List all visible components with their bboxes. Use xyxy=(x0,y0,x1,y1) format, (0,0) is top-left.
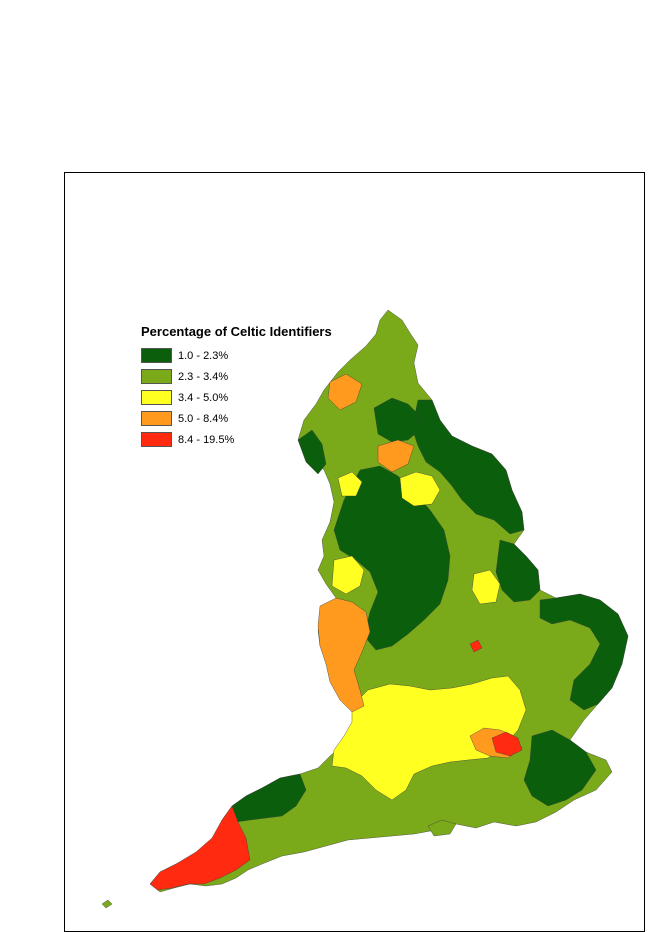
region-lincolnshire-inland xyxy=(471,569,501,605)
legend-items: 1.0 - 2.3% 2.3 - 3.4% 3.4 - 5.0% 5.0 - 8.4%… xyxy=(141,345,371,450)
legend-item: 8.4 - 19.5% xyxy=(141,429,371,450)
legend-item: 5.0 - 8.4% xyxy=(141,408,371,429)
legend-label: 5.0 - 8.4% xyxy=(178,412,229,425)
region-cumbria-coast xyxy=(297,429,327,475)
region-isles-of-scilly xyxy=(101,899,113,909)
region-kent xyxy=(523,729,597,807)
region-northeast-coast xyxy=(411,399,525,535)
legend-label: 2.3 - 3.4% xyxy=(178,370,229,383)
region-isle-of-wight xyxy=(427,819,457,837)
legend-swatch xyxy=(141,411,172,426)
legend-swatch xyxy=(141,432,172,447)
legend-swatch xyxy=(141,369,172,384)
region-london xyxy=(491,731,523,757)
region-welsh-border xyxy=(317,597,371,713)
region-teesside xyxy=(377,439,415,473)
region-cumbria-yellow xyxy=(337,471,363,497)
region-midlands-red xyxy=(469,639,483,653)
region-northumberland xyxy=(373,397,421,443)
legend-label: 3.4 - 5.0% xyxy=(178,391,229,404)
legend-item: 1.0 - 2.3% xyxy=(141,345,371,366)
legend-label: 8.4 - 19.5% xyxy=(178,433,235,446)
region-yorkshire-dales xyxy=(399,471,441,507)
legend-label: 1.0 - 2.3% xyxy=(178,349,229,362)
region-north-cumbria xyxy=(327,373,363,411)
region-cornwall xyxy=(149,805,251,891)
region-lincolnshire xyxy=(495,539,541,603)
region-midlands-south xyxy=(331,675,527,801)
map-legend: Percentage of Celtic Identifiers 1.0 - 2… xyxy=(141,324,371,450)
region-lancashire xyxy=(331,555,365,595)
legend-swatch xyxy=(141,390,172,405)
legend-item: 2.3 - 3.4% xyxy=(141,366,371,387)
region-devon-dorset xyxy=(231,773,307,823)
legend-swatch xyxy=(141,348,172,363)
legend-item: 3.4 - 5.0% xyxy=(141,387,371,408)
legend-title: Percentage of Celtic Identifiers xyxy=(141,324,332,339)
region-east-anglia xyxy=(539,593,629,711)
